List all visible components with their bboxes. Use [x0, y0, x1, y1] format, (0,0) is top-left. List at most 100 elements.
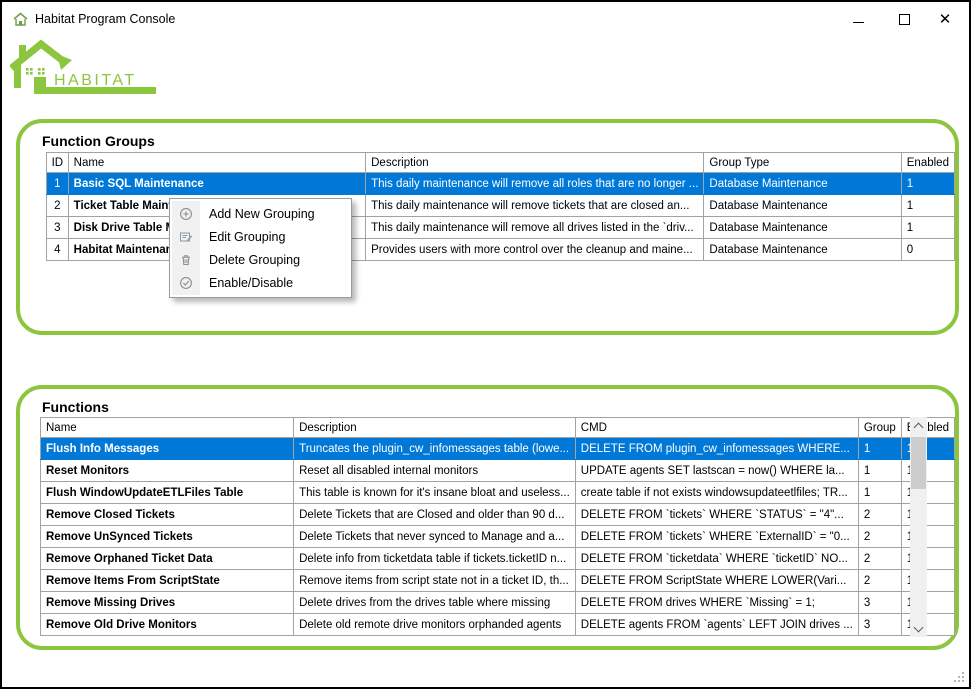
cell-name[interactable]: Remove Orphaned Ticket Data [41, 548, 294, 570]
cell-cmd[interactable]: DELETE FROM drives WHERE `Missing` = 1; [575, 592, 858, 614]
cell-id[interactable]: 3 [47, 217, 69, 239]
cell-enabled[interactable]: 1 [901, 217, 954, 239]
scroll-up-button[interactable] [910, 417, 927, 434]
cell-description[interactable]: Provides users with more control over th… [366, 239, 704, 261]
cell-name[interactable]: Flush Info Messages [41, 438, 294, 460]
cell-description[interactable]: Delete Tickets that never synced to Mana… [294, 526, 576, 548]
column-header-grouptype[interactable]: Group Type [704, 153, 901, 173]
add-circle-icon [172, 207, 200, 221]
cell-enabled[interactable]: 0 [901, 239, 954, 261]
cell-description[interactable]: Remove items from script state not in a … [294, 570, 576, 592]
table-header-row: Name Description CMD Group Enabled [41, 418, 955, 438]
cell-cmd[interactable]: DELETE FROM `tickets` WHERE `STATUS` = "… [575, 504, 858, 526]
menu-item-label: Edit Grouping [200, 230, 285, 244]
scroll-down-button[interactable] [910, 620, 927, 637]
maximize-icon [899, 14, 910, 25]
cell-name[interactable]: Basic SQL Maintenance [68, 173, 365, 195]
close-button[interactable]: ✕ [934, 9, 956, 29]
cell-grouptype[interactable]: Database Maintenance [704, 239, 901, 261]
chevron-down-icon [914, 622, 924, 632]
cell-grouptype[interactable]: Database Maintenance [704, 217, 901, 239]
cell-name[interactable]: Reset Monitors [41, 460, 294, 482]
cell-grouptype[interactable]: Database Maintenance [704, 195, 901, 217]
logo-windows [26, 68, 45, 75]
column-header-name[interactable]: Name [41, 418, 294, 438]
resize-grip[interactable] [962, 680, 964, 682]
grouping-context-menu: Add New Grouping Edit Grouping Delete Gr… [169, 198, 352, 298]
menu-item-label: Delete Grouping [200, 253, 300, 267]
function-groups-title: Function Groups [42, 133, 155, 149]
column-header-name[interactable]: Name [68, 153, 365, 173]
table-row: Remove Closed Tickets Delete Tickets tha… [41, 504, 955, 526]
minimize-icon [853, 22, 864, 23]
cell-enabled[interactable]: 1 [901, 195, 954, 217]
table-row: Remove Old Drive Monitors Delete old rem… [41, 614, 955, 636]
cell-group[interactable]: 2 [858, 570, 901, 592]
cell-cmd[interactable]: DELETE FROM ScriptState WHERE LOWER(Vari… [575, 570, 858, 592]
cell-cmd[interactable]: DELETE FROM `ticketdata` WHERE `ticketID… [575, 548, 858, 570]
cell-description[interactable]: This daily maintenance will remove all d… [366, 217, 704, 239]
cell-group[interactable]: 3 [858, 614, 901, 636]
cell-grouptype[interactable]: Database Maintenance [704, 173, 901, 195]
cell-group[interactable]: 1 [858, 460, 901, 482]
table-row: Remove Items From ScriptState Remove ite… [41, 570, 955, 592]
column-header-description[interactable]: Description [294, 418, 576, 438]
menu-item-delete-grouping[interactable]: Delete Grouping [172, 248, 349, 271]
cell-id[interactable]: 4 [47, 239, 69, 261]
cell-id[interactable]: 2 [47, 195, 69, 217]
table-row: Flush WindowUpdateETLFiles Table This ta… [41, 482, 955, 504]
cell-name[interactable]: Remove Missing Drives [41, 592, 294, 614]
cell-name[interactable]: Remove Closed Tickets [41, 504, 294, 526]
cell-name[interactable]: Remove Items From ScriptState [41, 570, 294, 592]
cell-name[interactable]: Remove Old Drive Monitors [41, 614, 294, 636]
menu-item-add-new-grouping[interactable]: Add New Grouping [172, 202, 349, 225]
column-header-group[interactable]: Group [858, 418, 901, 438]
scrollbar-thumb[interactable] [911, 437, 926, 489]
cell-group[interactable]: 3 [858, 592, 901, 614]
menu-item-label: Add New Grouping [200, 207, 315, 221]
edit-grouping-icon [172, 230, 200, 244]
function-groups-box: Function Groups ID Name Description Grou… [16, 119, 959, 335]
column-header-enabled[interactable]: Enabled [901, 153, 954, 173]
cell-description[interactable]: Delete Tickets that are Closed and older… [294, 504, 576, 526]
menu-item-edit-grouping[interactable]: Edit Grouping [172, 225, 349, 248]
cell-group[interactable]: 2 [858, 526, 901, 548]
cell-description[interactable]: This daily maintenance will remove all r… [366, 173, 704, 195]
close-icon: ✕ [939, 12, 952, 27]
cell-group[interactable]: 2 [858, 504, 901, 526]
column-header-description[interactable]: Description [366, 153, 704, 173]
cell-description[interactable]: Delete info from ticketdata table if tic… [294, 548, 576, 570]
minimize-button[interactable] [847, 9, 869, 29]
cell-id[interactable]: 1 [47, 173, 69, 195]
column-header-cmd[interactable]: CMD [575, 418, 858, 438]
menu-item-enable-disable[interactable]: Enable/Disable [172, 271, 349, 294]
cell-description[interactable]: Delete old remote drive monitors orphand… [294, 614, 576, 636]
title-bar: Habitat Program Console ✕ [2, 2, 969, 37]
cell-cmd[interactable]: DELETE FROM plugin_cw_infomessages WHERE… [575, 438, 858, 460]
table-row: Remove Orphaned Ticket Data Delete info … [41, 548, 955, 570]
cell-group[interactable]: 1 [858, 482, 901, 504]
cell-description[interactable]: Truncates the plugin_cw_infomessages tab… [294, 438, 576, 460]
functions-table: Name Description CMD Group Enabled Flush… [40, 417, 955, 636]
cell-description[interactable]: Delete drives from the drives table wher… [294, 592, 576, 614]
cell-cmd[interactable]: DELETE agents FROM `agents` LEFT JOIN dr… [575, 614, 858, 636]
cell-group[interactable]: 1 [858, 438, 901, 460]
cell-cmd[interactable]: create table if not exists windowsupdate… [575, 482, 858, 504]
functions-scrollbar[interactable] [910, 417, 927, 637]
cell-group[interactable]: 2 [858, 548, 901, 570]
habitat-logo: HABITAT [10, 37, 162, 95]
column-header-id[interactable]: ID [47, 153, 69, 173]
window-title: Habitat Program Console [35, 12, 175, 26]
cell-description[interactable]: Reset all disabled internal monitors [294, 460, 576, 482]
cell-cmd[interactable]: DELETE FROM `tickets` WHERE `ExternalID`… [575, 526, 858, 548]
maximize-button[interactable] [893, 9, 915, 29]
cell-cmd[interactable]: UPDATE agents SET lastscan = now() WHERE… [575, 460, 858, 482]
cell-description[interactable]: This daily maintenance will remove ticke… [366, 195, 704, 217]
cell-description[interactable]: This table is known for it's insane bloa… [294, 482, 576, 504]
check-circle-icon [172, 276, 200, 290]
cell-enabled[interactable]: 1 [901, 173, 954, 195]
cell-name[interactable]: Flush WindowUpdateETLFiles Table [41, 482, 294, 504]
table-row: Flush Info Messages Truncates the plugin… [41, 438, 955, 460]
table-row: Remove UnSynced Tickets Delete Tickets t… [41, 526, 955, 548]
cell-name[interactable]: Remove UnSynced Tickets [41, 526, 294, 548]
